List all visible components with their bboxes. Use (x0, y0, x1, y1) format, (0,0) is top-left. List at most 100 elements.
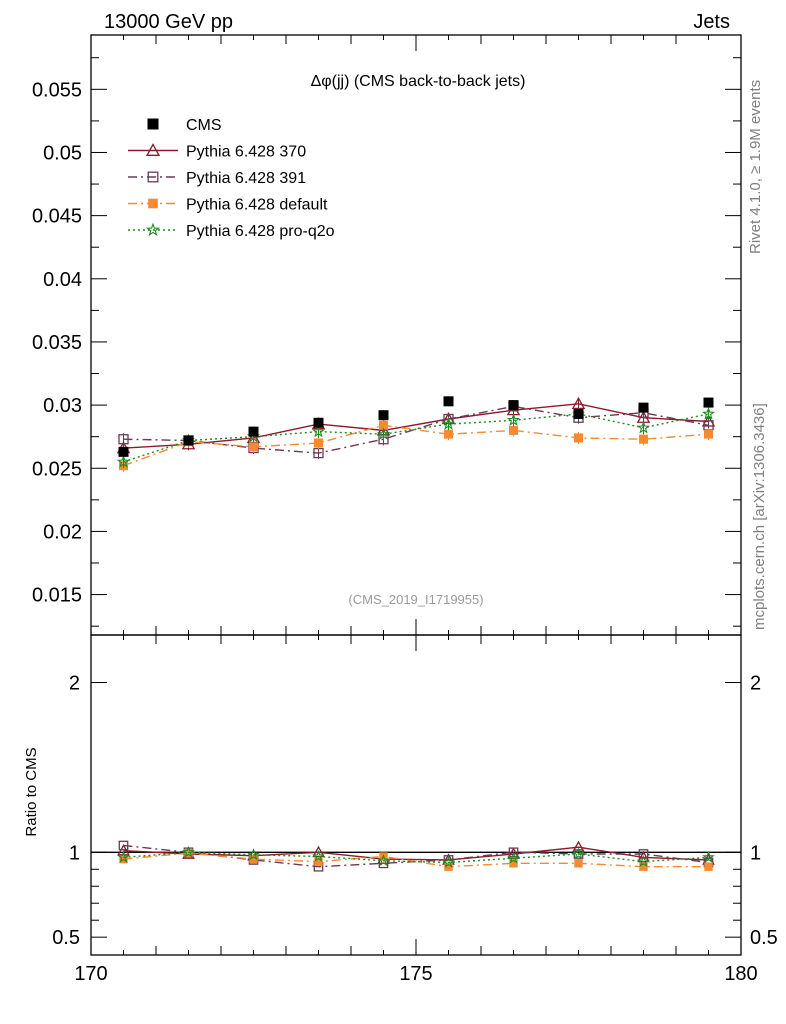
pythia-default-ratio-line (123, 852, 709, 868)
cms-data-point (573, 408, 584, 419)
pythia-proq2o-ratio-series (117, 845, 715, 868)
mcplots-label: mcplots.cern.ch [arXiv:1306.3436] (751, 403, 768, 630)
pythia-default-ratio-point (574, 859, 583, 868)
pythia-proq2o-ratio-point (637, 854, 650, 867)
pythia-proq2o-ratio-point (117, 850, 130, 863)
pythia-proq2o-ratio-point (377, 854, 390, 867)
pythia-370-ratio-series (117, 840, 715, 865)
legend-label-cms: CMS (186, 117, 222, 134)
pythia-proq2o-series (116, 406, 716, 468)
x-tick-label: 180 (724, 963, 757, 985)
pythia-default-point (639, 434, 648, 444)
pythia-proq2o-ratio-point (182, 845, 195, 858)
pythia-proq2o-point (701, 406, 716, 420)
pythia-default-ratio-point (704, 862, 713, 871)
pythia-proq2o-ratio-point (572, 847, 585, 860)
cms-data-point (183, 435, 194, 446)
ratio-tick-label: 0.5 (52, 927, 80, 949)
analysis-watermark: (CMS_2019_I1719955) (348, 592, 483, 607)
x-tick-label: 170 (74, 963, 107, 985)
pythia-default-series (119, 419, 713, 472)
pythia-default-point (509, 425, 518, 435)
pythia-391-ratio-line (123, 844, 709, 868)
ratio-frame (90, 634, 742, 956)
pythia-proq2o-ratio-point (507, 851, 520, 864)
cms-data-point (703, 397, 714, 408)
ratio-tick-label-right: 1 (750, 842, 761, 864)
y-tick-label: 0.05 (43, 142, 82, 164)
pythia-proq2o-point (376, 427, 391, 440)
pythia-proq2o-ratio-point (312, 849, 325, 862)
legend-marker-pythia-default (148, 198, 158, 209)
pythia-default-ratio-point (444, 862, 453, 871)
legend-marker-pythia-391 (147, 171, 159, 183)
pythia-proq2o-point (506, 413, 521, 426)
cms-data-point (378, 410, 389, 421)
cms-data-series (118, 396, 714, 457)
x-tick-label: 175 (399, 963, 432, 985)
header-process: Jets (693, 11, 730, 33)
cms-data-point (248, 426, 259, 437)
legend-label-pythia-391: Pythia 6.428 391 (186, 170, 306, 187)
y-tick-label: 0.045 (32, 206, 82, 228)
pythia-proq2o-point (311, 424, 326, 438)
pythia-proq2o-ratio-point (442, 855, 455, 868)
pythia-proq2o-point (636, 420, 651, 434)
legend-marker-pythia-proq2o (145, 222, 161, 236)
legend-label-pythia-proq2o: Pythia 6.428 pro-q2o (186, 223, 335, 240)
cms-data-point (638, 402, 649, 413)
pythia-370-ratio-point (572, 840, 585, 853)
chart-title: Δφ(jj) (CMS back-to-back jets) (311, 73, 526, 90)
ratio-tick-label: 2 (69, 673, 80, 695)
pythia-default-point (574, 433, 583, 443)
pythia-proq2o-point (441, 417, 456, 430)
legend-marker-cms (147, 118, 159, 130)
ratio-tick-label-right: 2 (750, 673, 761, 695)
pythia-391-ratio-series (118, 840, 714, 872)
pythia-default-ratio-point (509, 859, 518, 868)
y-tick-label: 0.025 (32, 458, 82, 480)
pythia-proq2o-ratio-point (702, 850, 715, 863)
legend-marker-pythia-370 (145, 143, 161, 156)
cms-data-point (313, 417, 324, 428)
y-tick-label: 0.04 (43, 269, 82, 291)
cms-data-point (508, 400, 519, 411)
legend-label-pythia-default: Pythia 6.428 default (186, 197, 328, 214)
ratio-tick-label-right: 0.5 (750, 927, 778, 949)
cms-data-point (118, 446, 129, 457)
pythia-proq2o-point (116, 454, 131, 468)
y-tick-label: 0.03 (43, 395, 82, 417)
cms-data-point (443, 396, 454, 407)
y-tick-label: 0.055 (32, 79, 82, 101)
legend-label-pythia-370: Pythia 6.428 370 (186, 144, 306, 161)
pythia-default-point (314, 438, 323, 448)
pythia-370-ratio-line (123, 846, 709, 861)
pythia-391-ratio-point (508, 847, 519, 858)
pythia-default-line (123, 424, 709, 467)
pythia-proq2o-ratio-point (247, 848, 260, 861)
pythia-default-point (249, 442, 258, 452)
pythia-default-ratio-point (184, 848, 193, 858)
rivet-label: Rivet 4.1.0, ≥ 1.9M events (747, 80, 764, 254)
pythia-default-point (444, 429, 453, 439)
pythia-proq2o-line (123, 413, 709, 463)
pythia-370-series (116, 396, 716, 455)
pythia-default-ratio-point (639, 862, 648, 871)
pythia-default-point (379, 420, 388, 430)
pythia-370-line (123, 403, 709, 449)
pythia-default-point (704, 429, 713, 439)
pythia-default-ratio-point (249, 854, 258, 864)
pythia-391-point (118, 434, 129, 445)
main-panel: 0.015 0.02 0.025 0.03 0.035 0.04 0.045 0.05 0.05… (32, 34, 742, 636)
ratio-ylabel: Ratio to CMS (23, 747, 40, 836)
y-tick-label: 0.02 (43, 521, 82, 543)
legend: CMS Pythia 6.428 370 Pythia 6.428 391 Pythi… (128, 117, 335, 240)
ratio-tick-label: 1 (69, 842, 80, 864)
pythia-default-ratio-point (314, 857, 323, 866)
y-tick-label: 0.035 (32, 332, 82, 354)
y-tick-label: 0.015 (32, 585, 82, 607)
pythia-391-ratio-point (118, 840, 129, 851)
header-energy: 13000 GeV pp (104, 11, 233, 33)
ratio-panel: 170 175 180 0.5 0.5 1 1 2 2 (52, 634, 778, 985)
